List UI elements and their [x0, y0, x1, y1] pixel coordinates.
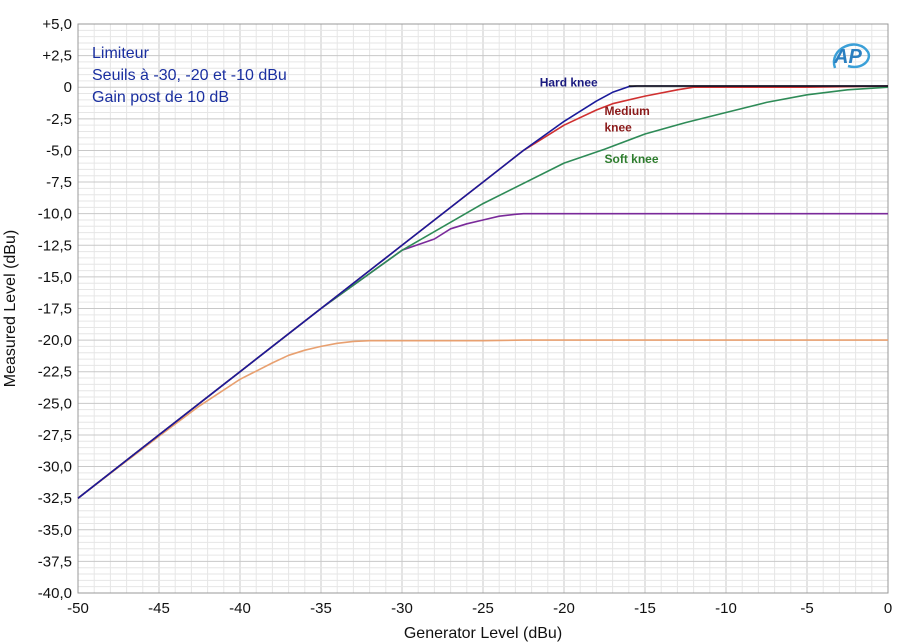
x-tick-label: -10 [715, 600, 737, 617]
x-axis-ticks: -50 -45 -40 -35 -30 -25 -20 -15 -10 -5 0 [67, 600, 892, 617]
y-axis-ticks: +5,0 +2,5 0 -2,5 -5,0 -7,5 -10,0 -12,5 -15,0 -17,… [38, 16, 72, 602]
y-tick-label: -30,0 [38, 459, 72, 476]
y-tick-label: -22,5 [38, 364, 72, 381]
y-tick-label: +5,0 [42, 16, 72, 33]
y-tick-label: -40,0 [38, 585, 72, 602]
y-tick-label: -25,0 [38, 395, 72, 412]
x-tick-label: -15 [634, 600, 656, 617]
x-tick-label: -50 [67, 600, 89, 617]
y-tick-label: -35,0 [38, 522, 72, 539]
x-tick-label: 0 [884, 600, 892, 617]
grid [77, 23, 889, 594]
series-group [77, 85, 889, 499]
plot-frame [77, 23, 889, 594]
x-tick-label: -20 [553, 600, 575, 617]
y-tick-label: -20,0 [38, 332, 72, 349]
y-tick-label: -5,0 [46, 142, 72, 159]
series-label: Soft knee [605, 152, 659, 166]
x-tick-label: -40 [229, 600, 251, 617]
x-tick-label: -5 [800, 600, 813, 617]
x-tick-label: -35 [310, 600, 332, 617]
y-tick-label: -12,5 [38, 237, 72, 254]
annotation-line-3: Gain post de 10 dB [92, 89, 229, 106]
y-tick-label: -17,5 [38, 301, 72, 318]
annotation-line-2: Seuils à -30, -20 et -10 dBu [92, 67, 287, 84]
ap-logo-icon: AP [832, 43, 871, 69]
y-axis-title: Measured Level (dBu) [2, 230, 19, 387]
y-tick-label: -10,0 [38, 206, 72, 223]
annotation-box: Limiteur Seuils à -30, -20 et -10 dBu Ga… [92, 45, 287, 106]
x-tick-label: -25 [472, 600, 494, 617]
x-axis-title: Generator Level (dBu) [404, 625, 562, 642]
y-tick-label: -7,5 [46, 174, 72, 191]
series-labels: Hard knee Medium knee Soft knee [540, 76, 659, 166]
y-tick-label: -2,5 [46, 111, 72, 128]
series-label: Medium [605, 104, 650, 118]
y-tick-label: -15,0 [38, 269, 72, 286]
y-tick-label: +2,5 [42, 48, 72, 65]
series-line-0 [77, 339, 888, 499]
series-label: Hard knee [540, 76, 598, 90]
annotation-line-1: Limiteur [92, 45, 150, 62]
y-tick-label: -32,5 [38, 490, 72, 507]
x-tick-label: -30 [391, 600, 413, 617]
series-label: knee [605, 120, 633, 134]
ap-logo-text: AP [833, 46, 862, 68]
y-tick-label: -27,5 [38, 427, 72, 444]
y-tick-label: -37,5 [38, 553, 72, 570]
y-tick-label: 0 [64, 79, 72, 96]
x-tick-label: -45 [148, 600, 170, 617]
